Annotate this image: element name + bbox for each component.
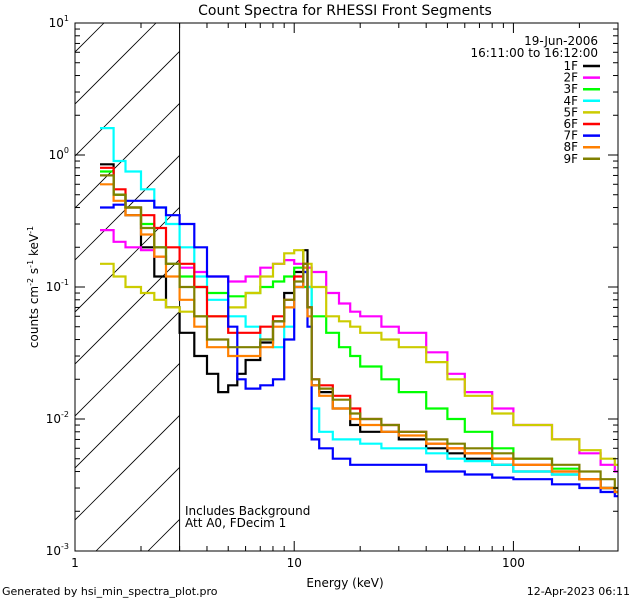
series-layer <box>100 127 618 498</box>
legend-label-2F: 2F <box>563 71 578 85</box>
hatch-line <box>75 310 180 417</box>
y-tick-label: 10-3 <box>46 542 69 558</box>
series-line-8F <box>100 183 618 494</box>
series-line-5F <box>100 249 618 466</box>
x-tick-label: 10 <box>287 556 302 570</box>
axis-ticks: 1 10 100 10-3 10-2 10-1 100 101 <box>46 14 619 570</box>
y-tick-label: 10-1 <box>46 278 69 294</box>
date-label: 19-Jun-2006 <box>524 34 598 48</box>
time-range-label: 16:11:00 to 16:12:00 <box>471 46 598 60</box>
y-tick-label: 100 <box>49 146 69 162</box>
x-tick-label: 1 <box>71 556 79 570</box>
hatch-line <box>616 23 640 551</box>
legend-label-1F: 1F <box>563 59 578 73</box>
series-line-7F <box>100 199 618 498</box>
legend-label-7F: 7F <box>563 129 578 143</box>
y-axis-label: counts cm-2 s-1 keV-1 <box>26 226 41 348</box>
footer-timestamp: 12-Apr-2023 06:11 <box>527 585 630 598</box>
hatch-line <box>75 362 180 469</box>
hatch-line <box>75 102 180 209</box>
legend-label-5F: 5F <box>563 105 578 119</box>
hatch-line <box>75 414 180 521</box>
hatch-line <box>75 206 180 313</box>
hatch-line <box>0 23 52 551</box>
annotation-attenuator: Att A0, FDecim 1 <box>185 516 286 530</box>
hatch-line <box>75 258 180 365</box>
series-line-4F <box>100 127 618 494</box>
legend-label-6F: 6F <box>563 117 578 131</box>
footer-generated-by: Generated by hsi_min_spectra_plot.pro <box>2 585 218 598</box>
excluded-energy-hatch <box>0 23 640 551</box>
y-tick-label: 101 <box>49 14 69 30</box>
legend-label-3F: 3F <box>563 82 578 96</box>
series-line-1F <box>100 163 618 494</box>
annotation-background: Includes Background <box>185 504 310 518</box>
legend-label-9F: 9F <box>563 152 578 166</box>
x-tick-label: 100 <box>502 556 525 570</box>
chart-title: Count Spectra for RHESSI Front Segments <box>198 3 492 19</box>
series-line-9F <box>100 174 618 490</box>
legend-label-4F: 4F <box>563 94 578 108</box>
series-line-6F <box>100 166 618 494</box>
series-line-3F <box>100 170 618 494</box>
x-axis-label: Energy (keV) <box>306 576 383 590</box>
legend-label-8F: 8F <box>563 140 578 154</box>
series-line-2F <box>100 229 618 473</box>
hatch-line <box>75 50 180 157</box>
y-tick-label: 10-2 <box>46 410 69 426</box>
